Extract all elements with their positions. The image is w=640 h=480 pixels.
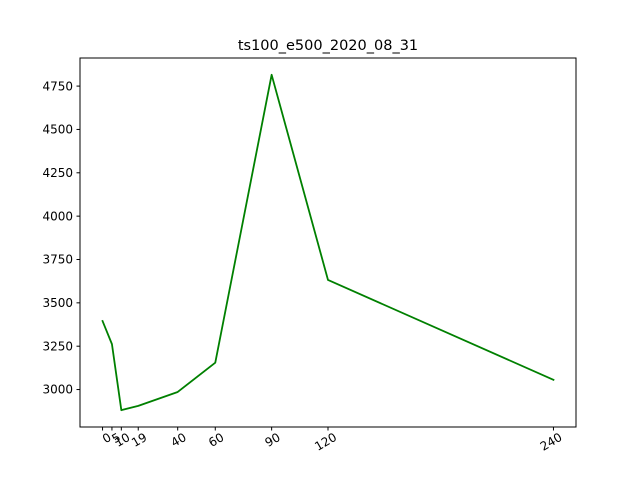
y-tick-label: 4500 [42,123,73,137]
series-line-0 [101,73,555,412]
y-tick-label: 3250 [42,339,73,353]
chart-title: ts100_e500_2020_08_31 [238,38,418,54]
x-tick-label: 90 [262,430,282,450]
y-tick-label: 4750 [42,79,73,93]
x-tick-label: 40 [169,430,189,450]
y-axis: 3000 3250 3500 3750 4000 4250 4500 4750 [42,79,80,397]
y-tick-label: 3500 [42,296,73,310]
series-layer [101,73,555,412]
x-tick-label: 60 [206,430,226,450]
x-tick-label: 19 [129,430,149,450]
x-tick-label: 10 [112,430,132,450]
y-tick-label: 3750 [42,253,73,267]
y-tick-label: 4000 [42,209,73,223]
y-tick-label: 3000 [42,383,73,397]
y-tick-label: 4250 [42,166,73,180]
